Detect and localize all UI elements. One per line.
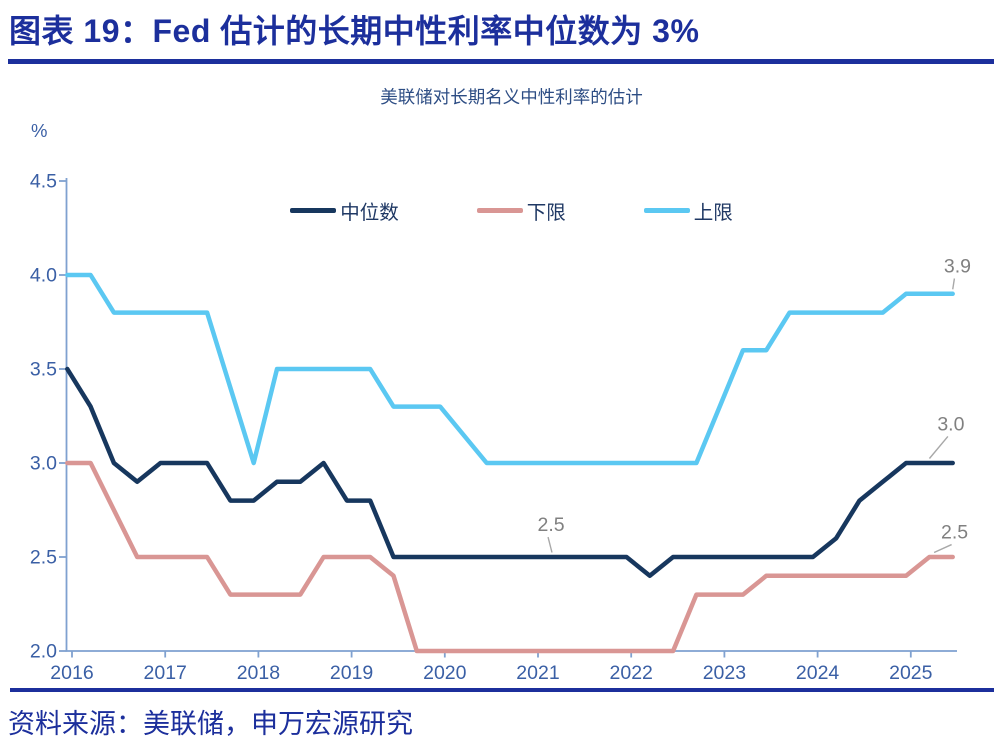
figure-title: 图表 19：Fed 估计的长期中性利率中位数为 3% bbox=[9, 13, 700, 49]
y-axis-tick-label: 2.0 bbox=[30, 641, 57, 663]
data-label: 2.5 bbox=[537, 514, 564, 536]
legend-label: 上限 bbox=[693, 202, 733, 224]
annotation-leader-line bbox=[547, 536, 553, 553]
y-axis-tick-label: 4.0 bbox=[30, 265, 57, 287]
y-axis-unit-label: % bbox=[31, 120, 48, 141]
chart-legend: 中位数 下限 上限 bbox=[66, 196, 957, 225]
series-line-上限 bbox=[65, 272, 955, 466]
x-axis-tick-label: 2023 bbox=[703, 662, 746, 684]
chart-bottom-rule bbox=[10, 688, 994, 692]
y-axis-tick-label: 4.5 bbox=[30, 171, 57, 193]
x-axis-tick-label: 2024 bbox=[796, 662, 840, 684]
title-underline-rule bbox=[8, 59, 994, 64]
legend-label: 中位数 bbox=[340, 202, 399, 224]
data-label: 2.5 bbox=[941, 522, 968, 544]
legend-line-sample bbox=[643, 208, 690, 213]
series-line-下限 bbox=[65, 460, 955, 654]
y-axis-tick-label: 2.5 bbox=[30, 547, 57, 569]
annotation-leader-line bbox=[933, 543, 952, 554]
annotation-leader-line bbox=[952, 278, 956, 290]
data-label: 3.0 bbox=[937, 413, 964, 435]
x-axis-tick-label: 2018 bbox=[237, 662, 280, 684]
data-label: 3.9 bbox=[944, 256, 971, 278]
chart-title: 美联储对长期名义中性利率的估计 bbox=[380, 87, 643, 107]
legend-item-上限: 上限 bbox=[643, 196, 733, 225]
x-axis-tick-label: 2016 bbox=[50, 662, 93, 684]
source-note: 资料来源：美联储，申万宏源研究 bbox=[8, 709, 413, 739]
annotation-leader-line bbox=[928, 436, 949, 459]
x-axis-tick-label: 2022 bbox=[610, 662, 653, 684]
x-axis-tick-label: 2021 bbox=[516, 662, 559, 684]
legend-line-sample bbox=[476, 208, 523, 213]
legend-line-sample bbox=[290, 208, 337, 213]
axes bbox=[65, 178, 957, 652]
legend-item-下限: 下限 bbox=[476, 196, 566, 225]
x-axis-tick-label: 2025 bbox=[889, 662, 933, 684]
x-axis-tick-label: 2019 bbox=[330, 662, 373, 684]
x-axis-tick-label: 2020 bbox=[423, 662, 467, 684]
y-axis-tick-label: 3.0 bbox=[30, 453, 57, 475]
x-axis-tick-label: 2017 bbox=[144, 662, 187, 684]
y-axis-tick-label: 3.5 bbox=[30, 359, 57, 381]
legend-item-中位数: 中位数 bbox=[290, 196, 399, 225]
legend-label: 下限 bbox=[526, 202, 566, 224]
series-line-中位数 bbox=[65, 366, 955, 579]
